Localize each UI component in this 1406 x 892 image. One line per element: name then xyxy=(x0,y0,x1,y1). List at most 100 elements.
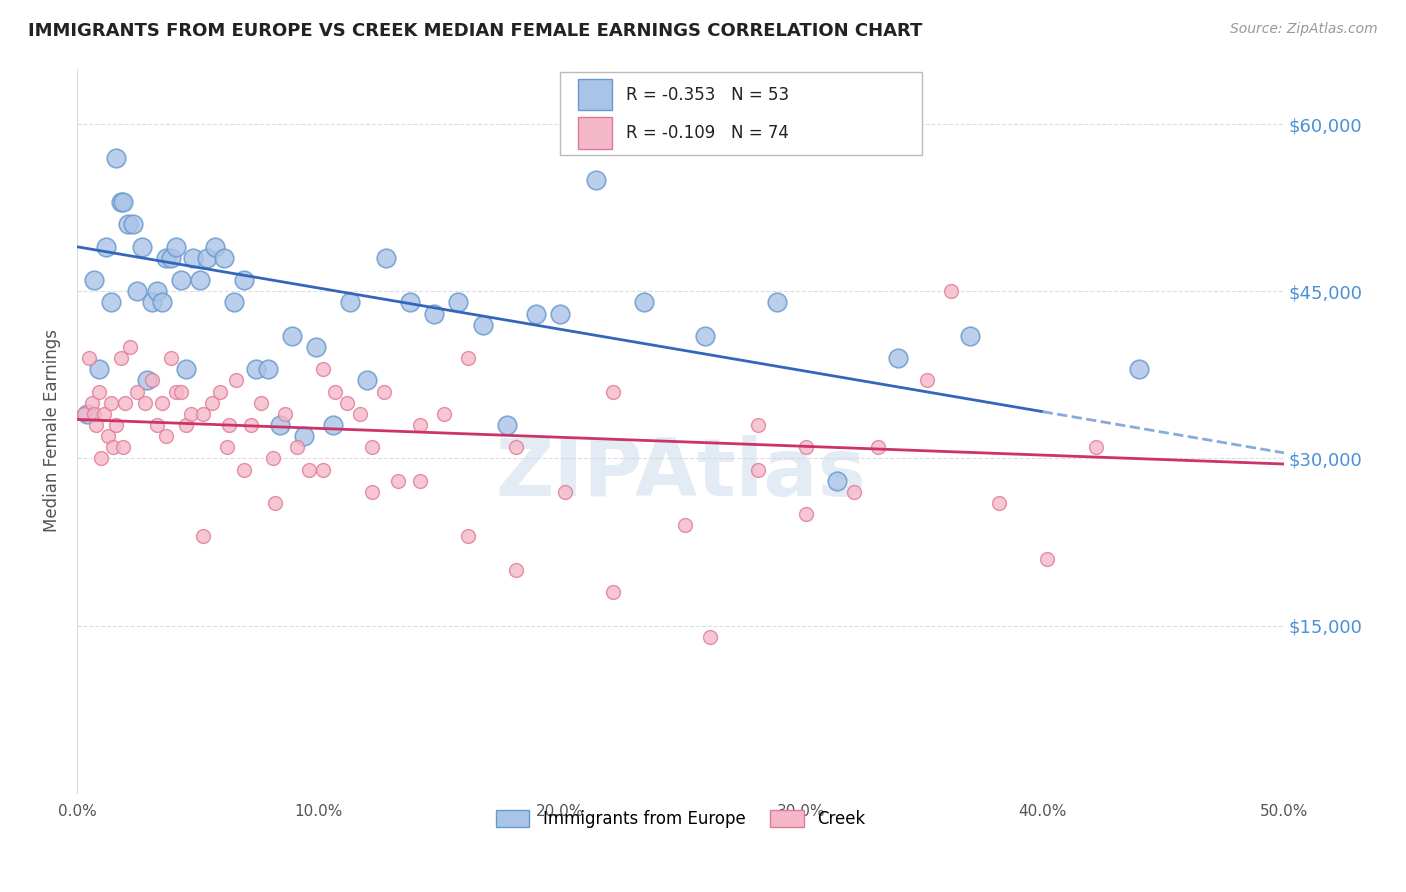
Point xyxy=(273,407,295,421)
Point xyxy=(83,407,105,421)
Point xyxy=(827,474,849,488)
Point xyxy=(100,295,122,310)
Point xyxy=(201,395,224,409)
Point xyxy=(292,429,315,443)
Point xyxy=(141,374,163,388)
Point xyxy=(181,251,204,265)
Point xyxy=(94,240,117,254)
FancyBboxPatch shape xyxy=(578,117,612,149)
Point xyxy=(939,285,962,299)
Point xyxy=(80,395,103,409)
Point xyxy=(262,451,284,466)
Point xyxy=(844,484,866,499)
FancyBboxPatch shape xyxy=(578,78,612,111)
Point xyxy=(150,295,173,310)
Point xyxy=(548,307,571,321)
Point xyxy=(100,395,122,409)
Point xyxy=(111,195,134,210)
FancyBboxPatch shape xyxy=(560,72,922,155)
Point xyxy=(120,340,142,354)
Point xyxy=(1084,440,1107,454)
Point xyxy=(409,417,432,432)
Point xyxy=(524,307,547,321)
Point xyxy=(110,351,132,366)
Text: R = -0.109   N = 74: R = -0.109 N = 74 xyxy=(626,124,789,142)
Point xyxy=(505,563,527,577)
Point xyxy=(249,395,271,409)
Point xyxy=(222,295,245,310)
Point xyxy=(433,407,456,421)
Point xyxy=(915,374,938,388)
Point xyxy=(174,417,197,432)
Point xyxy=(204,240,226,254)
Point xyxy=(127,384,149,399)
Point xyxy=(225,374,247,388)
Point xyxy=(111,440,134,454)
Y-axis label: Median Female Earnings: Median Female Earnings xyxy=(44,329,60,533)
Point xyxy=(281,329,304,343)
Point xyxy=(87,362,110,376)
Point xyxy=(988,496,1011,510)
Point xyxy=(423,307,446,321)
Point xyxy=(360,484,382,499)
Point xyxy=(160,351,183,366)
Point xyxy=(86,417,108,432)
Point xyxy=(505,440,527,454)
Point xyxy=(766,295,789,310)
Point xyxy=(868,440,890,454)
Point xyxy=(602,384,624,399)
Point xyxy=(104,417,127,432)
Point xyxy=(673,518,696,533)
Point xyxy=(165,240,187,254)
Text: Source: ZipAtlas.com: Source: ZipAtlas.com xyxy=(1230,22,1378,37)
Point xyxy=(77,351,100,366)
Point xyxy=(73,407,96,421)
Point xyxy=(83,273,105,287)
Point xyxy=(554,484,576,499)
Point xyxy=(114,395,136,409)
Point xyxy=(155,251,177,265)
Text: ZIPAtlas: ZIPAtlas xyxy=(495,435,866,513)
Point xyxy=(336,395,359,409)
Point xyxy=(208,384,231,399)
Point xyxy=(191,407,214,421)
Point xyxy=(170,384,193,399)
Point xyxy=(1128,362,1150,376)
Point xyxy=(699,630,721,644)
Point xyxy=(495,417,517,432)
Point xyxy=(409,474,432,488)
Point xyxy=(794,440,817,454)
Point xyxy=(214,251,236,265)
Point xyxy=(215,440,238,454)
Point xyxy=(104,151,127,165)
Point xyxy=(145,417,167,432)
Point xyxy=(141,295,163,310)
Point xyxy=(191,529,214,543)
Point xyxy=(256,362,278,376)
Point xyxy=(312,462,335,476)
Point xyxy=(959,329,981,343)
Point xyxy=(245,362,267,376)
Point xyxy=(356,374,378,388)
Point xyxy=(121,218,143,232)
Point xyxy=(887,351,910,366)
Point xyxy=(373,384,395,399)
Point xyxy=(232,273,254,287)
Point xyxy=(322,417,344,432)
Point xyxy=(134,395,156,409)
Legend: Immigrants from Europe, Creek: Immigrants from Europe, Creek xyxy=(489,804,872,835)
Point xyxy=(155,429,177,443)
Point xyxy=(170,273,193,287)
Point xyxy=(90,451,112,466)
Point xyxy=(87,384,110,399)
Point xyxy=(360,440,382,454)
Point xyxy=(399,295,422,310)
Point xyxy=(1036,551,1059,566)
Point xyxy=(93,407,115,421)
Point xyxy=(298,462,321,476)
Point xyxy=(150,395,173,409)
Point xyxy=(602,585,624,599)
Point xyxy=(76,407,98,421)
Point xyxy=(471,318,494,332)
Point xyxy=(305,340,328,354)
